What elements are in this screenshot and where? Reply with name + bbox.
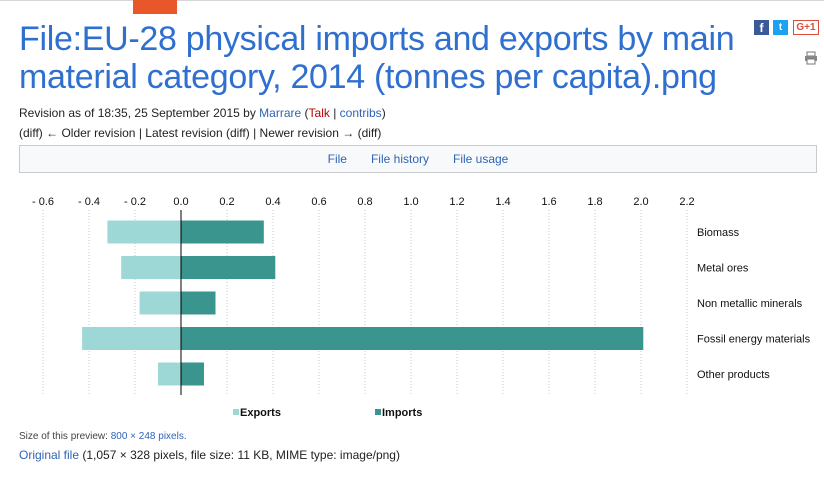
category-label: Fossil energy materials: [697, 334, 811, 346]
tab-file[interactable]: File: [327, 152, 347, 166]
revision-prefix: Revision as of 18:35, 25 September 2015 …: [19, 106, 260, 120]
x-tick-label: 2.2: [679, 196, 694, 208]
original-file-link[interactable]: Original file: [19, 448, 80, 462]
preview-size-link[interactable]: 800 × 248 pixels: [110, 431, 184, 442]
top-border: [0, 0, 824, 1]
talk-link[interactable]: Talk: [308, 106, 330, 120]
bar-imports: [181, 256, 276, 279]
facebook-icon[interactable]: f: [754, 20, 769, 35]
bar-exports: [139, 291, 181, 315]
category-label: Metal ores: [697, 263, 749, 275]
page-title: File:EU-28 physical imports and exports …: [19, 20, 735, 96]
bar-exports: [82, 327, 181, 350]
x-tick-label: 1.6: [541, 196, 556, 208]
file-tabs: File File history File usage: [19, 145, 817, 173]
x-tick-label: 2.0: [633, 196, 648, 208]
x-tick-label: 1.8: [587, 196, 602, 208]
tab-file-usage[interactable]: File usage: [452, 152, 509, 166]
chart-preview-image[interactable]: - 0.6 - 0.4 - 0.2 0.0 0.2 0.4 0.6 0.8 1.0 1.2 1.4 1…: [20, 180, 820, 428]
top-accent-tab[interactable]: [133, 0, 177, 14]
legend-label-exports: Exports: [240, 407, 281, 419]
printer-icon[interactable]: [804, 51, 818, 65]
original-file-details: (1,057 × 328 pixels, file size: 11 KB, M…: [79, 448, 400, 462]
x-tick-label: 1.0: [403, 196, 418, 208]
category-label: Other products: [697, 369, 770, 381]
googleplus-icon[interactable]: G+1: [793, 20, 819, 35]
legend-swatch-imports: [375, 409, 381, 415]
x-tick-label: - 0.6: [32, 196, 54, 208]
preview-label: Size of this preview:: [19, 431, 111, 442]
x-tick-label: 0.4: [265, 196, 280, 208]
separator: |: [329, 106, 340, 120]
legend-swatch-exports: [233, 409, 239, 415]
bar-imports: [181, 220, 264, 244]
legend-label-imports: Imports: [382, 407, 422, 419]
category-label: Biomass: [697, 227, 740, 239]
bar-imports: [181, 291, 216, 315]
user-link[interactable]: Marrare: [259, 106, 302, 120]
x-tick-label: - 0.4: [78, 196, 100, 208]
original-file-info: Original file (1,057 × 328 pixels, file …: [19, 448, 400, 462]
x-tick-label: 0.0: [173, 196, 188, 208]
preview-size-caption: Size of this preview: 800 × 248 pixels.: [19, 431, 187, 442]
tab-file-history[interactable]: File history: [370, 152, 429, 166]
preview-end: .: [183, 431, 187, 442]
x-tick-label: 0.2: [219, 196, 234, 208]
x-tick-label: 1.4: [495, 196, 510, 208]
paren-close: ): [381, 106, 386, 120]
bar-exports: [121, 256, 181, 279]
x-tick-label: 0.8: [357, 196, 372, 208]
category-label: Non metallic minerals: [697, 298, 803, 310]
twitter-icon[interactable]: t: [773, 20, 788, 35]
revision-navigation: (diff) ← Older revision | Latest revisio…: [19, 126, 382, 140]
bar-imports: [181, 362, 204, 386]
contribs-link[interactable]: contribs: [339, 106, 382, 120]
x-tick-label: 0.6: [311, 196, 326, 208]
x-tick-label: 1.2: [449, 196, 464, 208]
bar-exports: [107, 220, 181, 244]
bar-exports: [158, 362, 181, 386]
x-tick-label: - 0.2: [124, 196, 146, 208]
bar-chart: - 0.6 - 0.4 - 0.2 0.0 0.2 0.4 0.6 0.8 1.0 1.2 1.4 1…: [32, 196, 811, 419]
paren-open: (: [301, 106, 309, 120]
revision-info: Revision as of 18:35, 25 September 2015 …: [19, 106, 386, 120]
bar-imports: [181, 327, 644, 350]
